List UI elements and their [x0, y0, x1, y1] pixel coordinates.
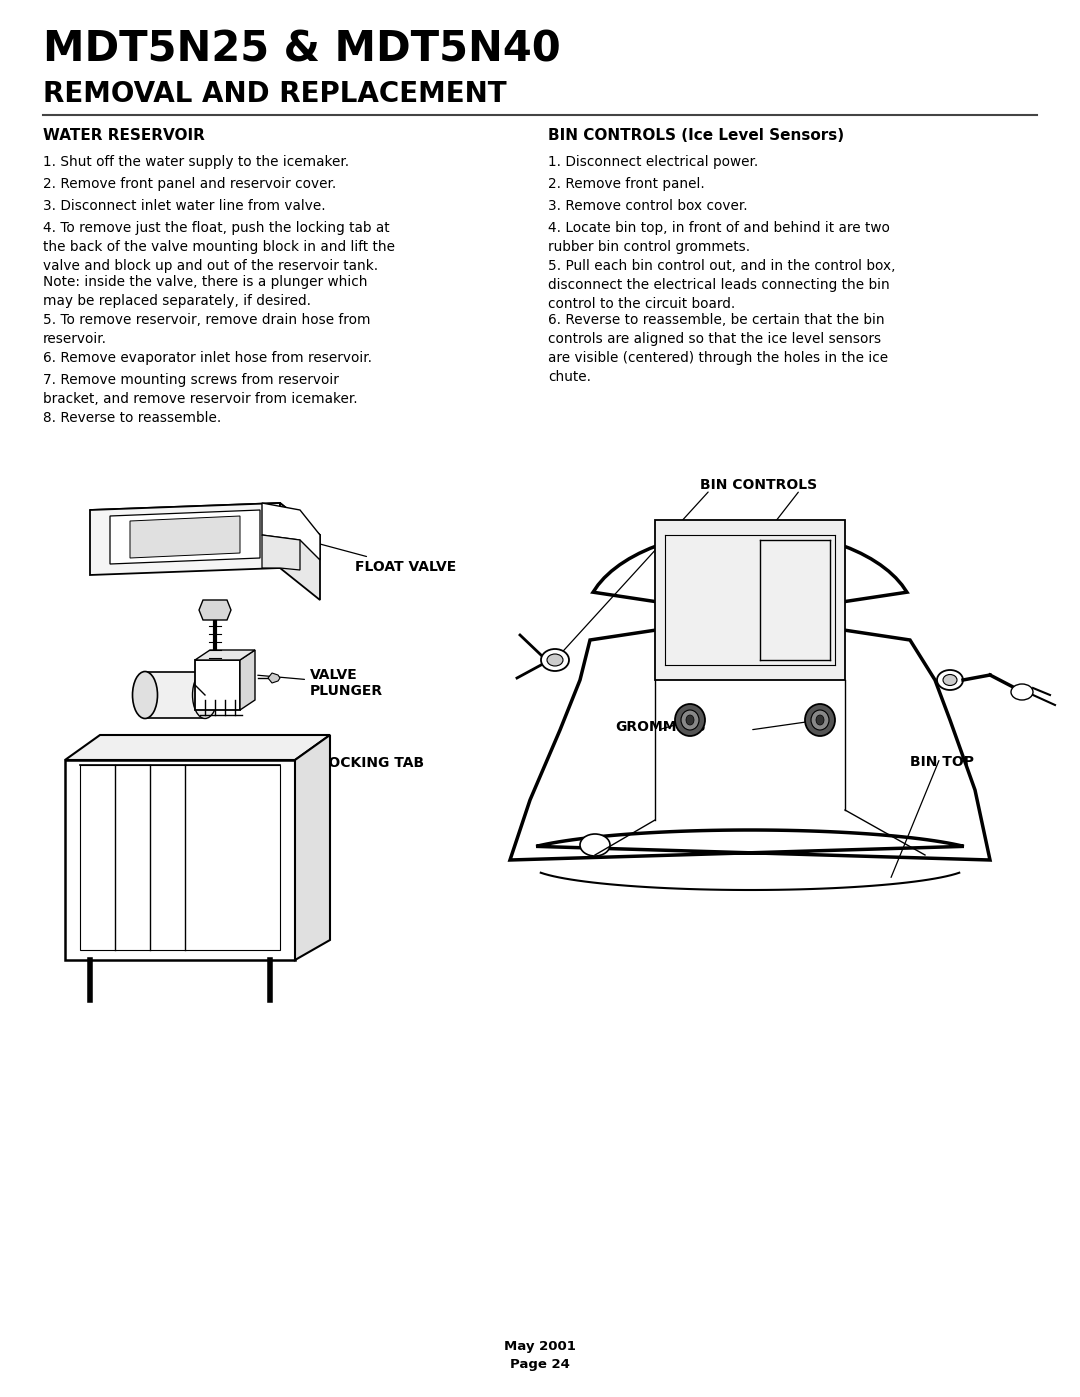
- Text: BIN CONTROLS (Ice Level Sensors): BIN CONTROLS (Ice Level Sensors): [548, 129, 845, 142]
- Text: Note: inside the valve, there is a plunger which
may be replaced separately, if : Note: inside the valve, there is a plung…: [43, 275, 367, 307]
- Polygon shape: [268, 673, 280, 683]
- Text: WATER RESERVOIR: WATER RESERVOIR: [43, 129, 205, 142]
- Text: FLOAT VALVE: FLOAT VALVE: [308, 541, 456, 574]
- Polygon shape: [262, 535, 300, 570]
- Ellipse shape: [1011, 685, 1032, 700]
- Text: LOCKING TAB: LOCKING TAB: [298, 756, 424, 770]
- Text: 2. Remove front panel and reservoir cover.: 2. Remove front panel and reservoir cove…: [43, 177, 336, 191]
- Polygon shape: [280, 503, 320, 599]
- Polygon shape: [295, 735, 330, 960]
- Text: BIN TOP: BIN TOP: [910, 754, 974, 768]
- Ellipse shape: [546, 654, 563, 666]
- Text: 3. Disconnect inlet water line from valve.: 3. Disconnect inlet water line from valv…: [43, 198, 326, 212]
- Ellipse shape: [580, 834, 610, 856]
- Ellipse shape: [133, 672, 158, 718]
- Text: GROMMETS: GROMMETS: [615, 719, 705, 733]
- Text: REMOVAL AND REPLACEMENT: REMOVAL AND REPLACEMENT: [43, 80, 507, 108]
- Text: 1. Shut off the water supply to the icemaker.: 1. Shut off the water supply to the icem…: [43, 155, 349, 169]
- Text: 7. Remove mounting screws from reservoir
bracket, and remove reservoir from icem: 7. Remove mounting screws from reservoir…: [43, 373, 357, 407]
- Polygon shape: [262, 503, 320, 560]
- Text: 3. Remove control box cover.: 3. Remove control box cover.: [548, 198, 747, 212]
- Text: 5. To remove reservoir, remove drain hose from
reservoir.: 5. To remove reservoir, remove drain hos…: [43, 313, 370, 346]
- Polygon shape: [145, 672, 205, 718]
- Text: 6. Remove evaporator inlet hose from reservoir.: 6. Remove evaporator inlet hose from res…: [43, 351, 372, 365]
- Polygon shape: [90, 503, 280, 576]
- Polygon shape: [240, 650, 255, 710]
- Text: 6. Reverse to reassemble, be certain that the bin
controls are aligned so that t: 6. Reverse to reassemble, be certain tha…: [548, 313, 888, 384]
- Polygon shape: [195, 650, 255, 659]
- Ellipse shape: [681, 710, 699, 731]
- Ellipse shape: [675, 704, 705, 736]
- Text: VALVE
PLUNGER: VALVE PLUNGER: [258, 668, 383, 698]
- Text: BIN CONTROLS: BIN CONTROLS: [700, 478, 818, 492]
- Text: 1. Disconnect electrical power.: 1. Disconnect electrical power.: [548, 155, 758, 169]
- Ellipse shape: [805, 704, 835, 736]
- Polygon shape: [65, 760, 295, 960]
- Ellipse shape: [811, 710, 829, 731]
- Ellipse shape: [686, 715, 694, 725]
- Ellipse shape: [541, 650, 569, 671]
- Text: MDT5N25 & MDT5N40: MDT5N25 & MDT5N40: [43, 28, 561, 70]
- Polygon shape: [130, 515, 240, 557]
- Text: 8. Reverse to reassemble.: 8. Reverse to reassemble.: [43, 411, 221, 425]
- Text: 5. Pull each bin control out, and in the control box,
disconnect the electrical : 5. Pull each bin control out, and in the…: [548, 258, 895, 312]
- Polygon shape: [654, 520, 845, 680]
- Ellipse shape: [943, 675, 957, 686]
- Polygon shape: [195, 659, 240, 710]
- Ellipse shape: [192, 672, 217, 718]
- Text: 2. Remove front panel.: 2. Remove front panel.: [548, 177, 705, 191]
- Ellipse shape: [816, 715, 824, 725]
- Polygon shape: [90, 503, 320, 542]
- Polygon shape: [65, 735, 330, 760]
- Ellipse shape: [937, 671, 963, 690]
- Text: 4. To remove just the float, push the locking tab at
the back of the valve mount: 4. To remove just the float, push the lo…: [43, 221, 395, 272]
- Text: Page 24: Page 24: [510, 1358, 570, 1370]
- Text: 4. Locate bin top, in front of and behind it are two
rubber bin control grommets: 4. Locate bin top, in front of and behin…: [548, 221, 890, 254]
- Polygon shape: [510, 529, 990, 861]
- Text: May 2001: May 2001: [504, 1340, 576, 1354]
- Polygon shape: [199, 599, 231, 620]
- Polygon shape: [110, 510, 260, 564]
